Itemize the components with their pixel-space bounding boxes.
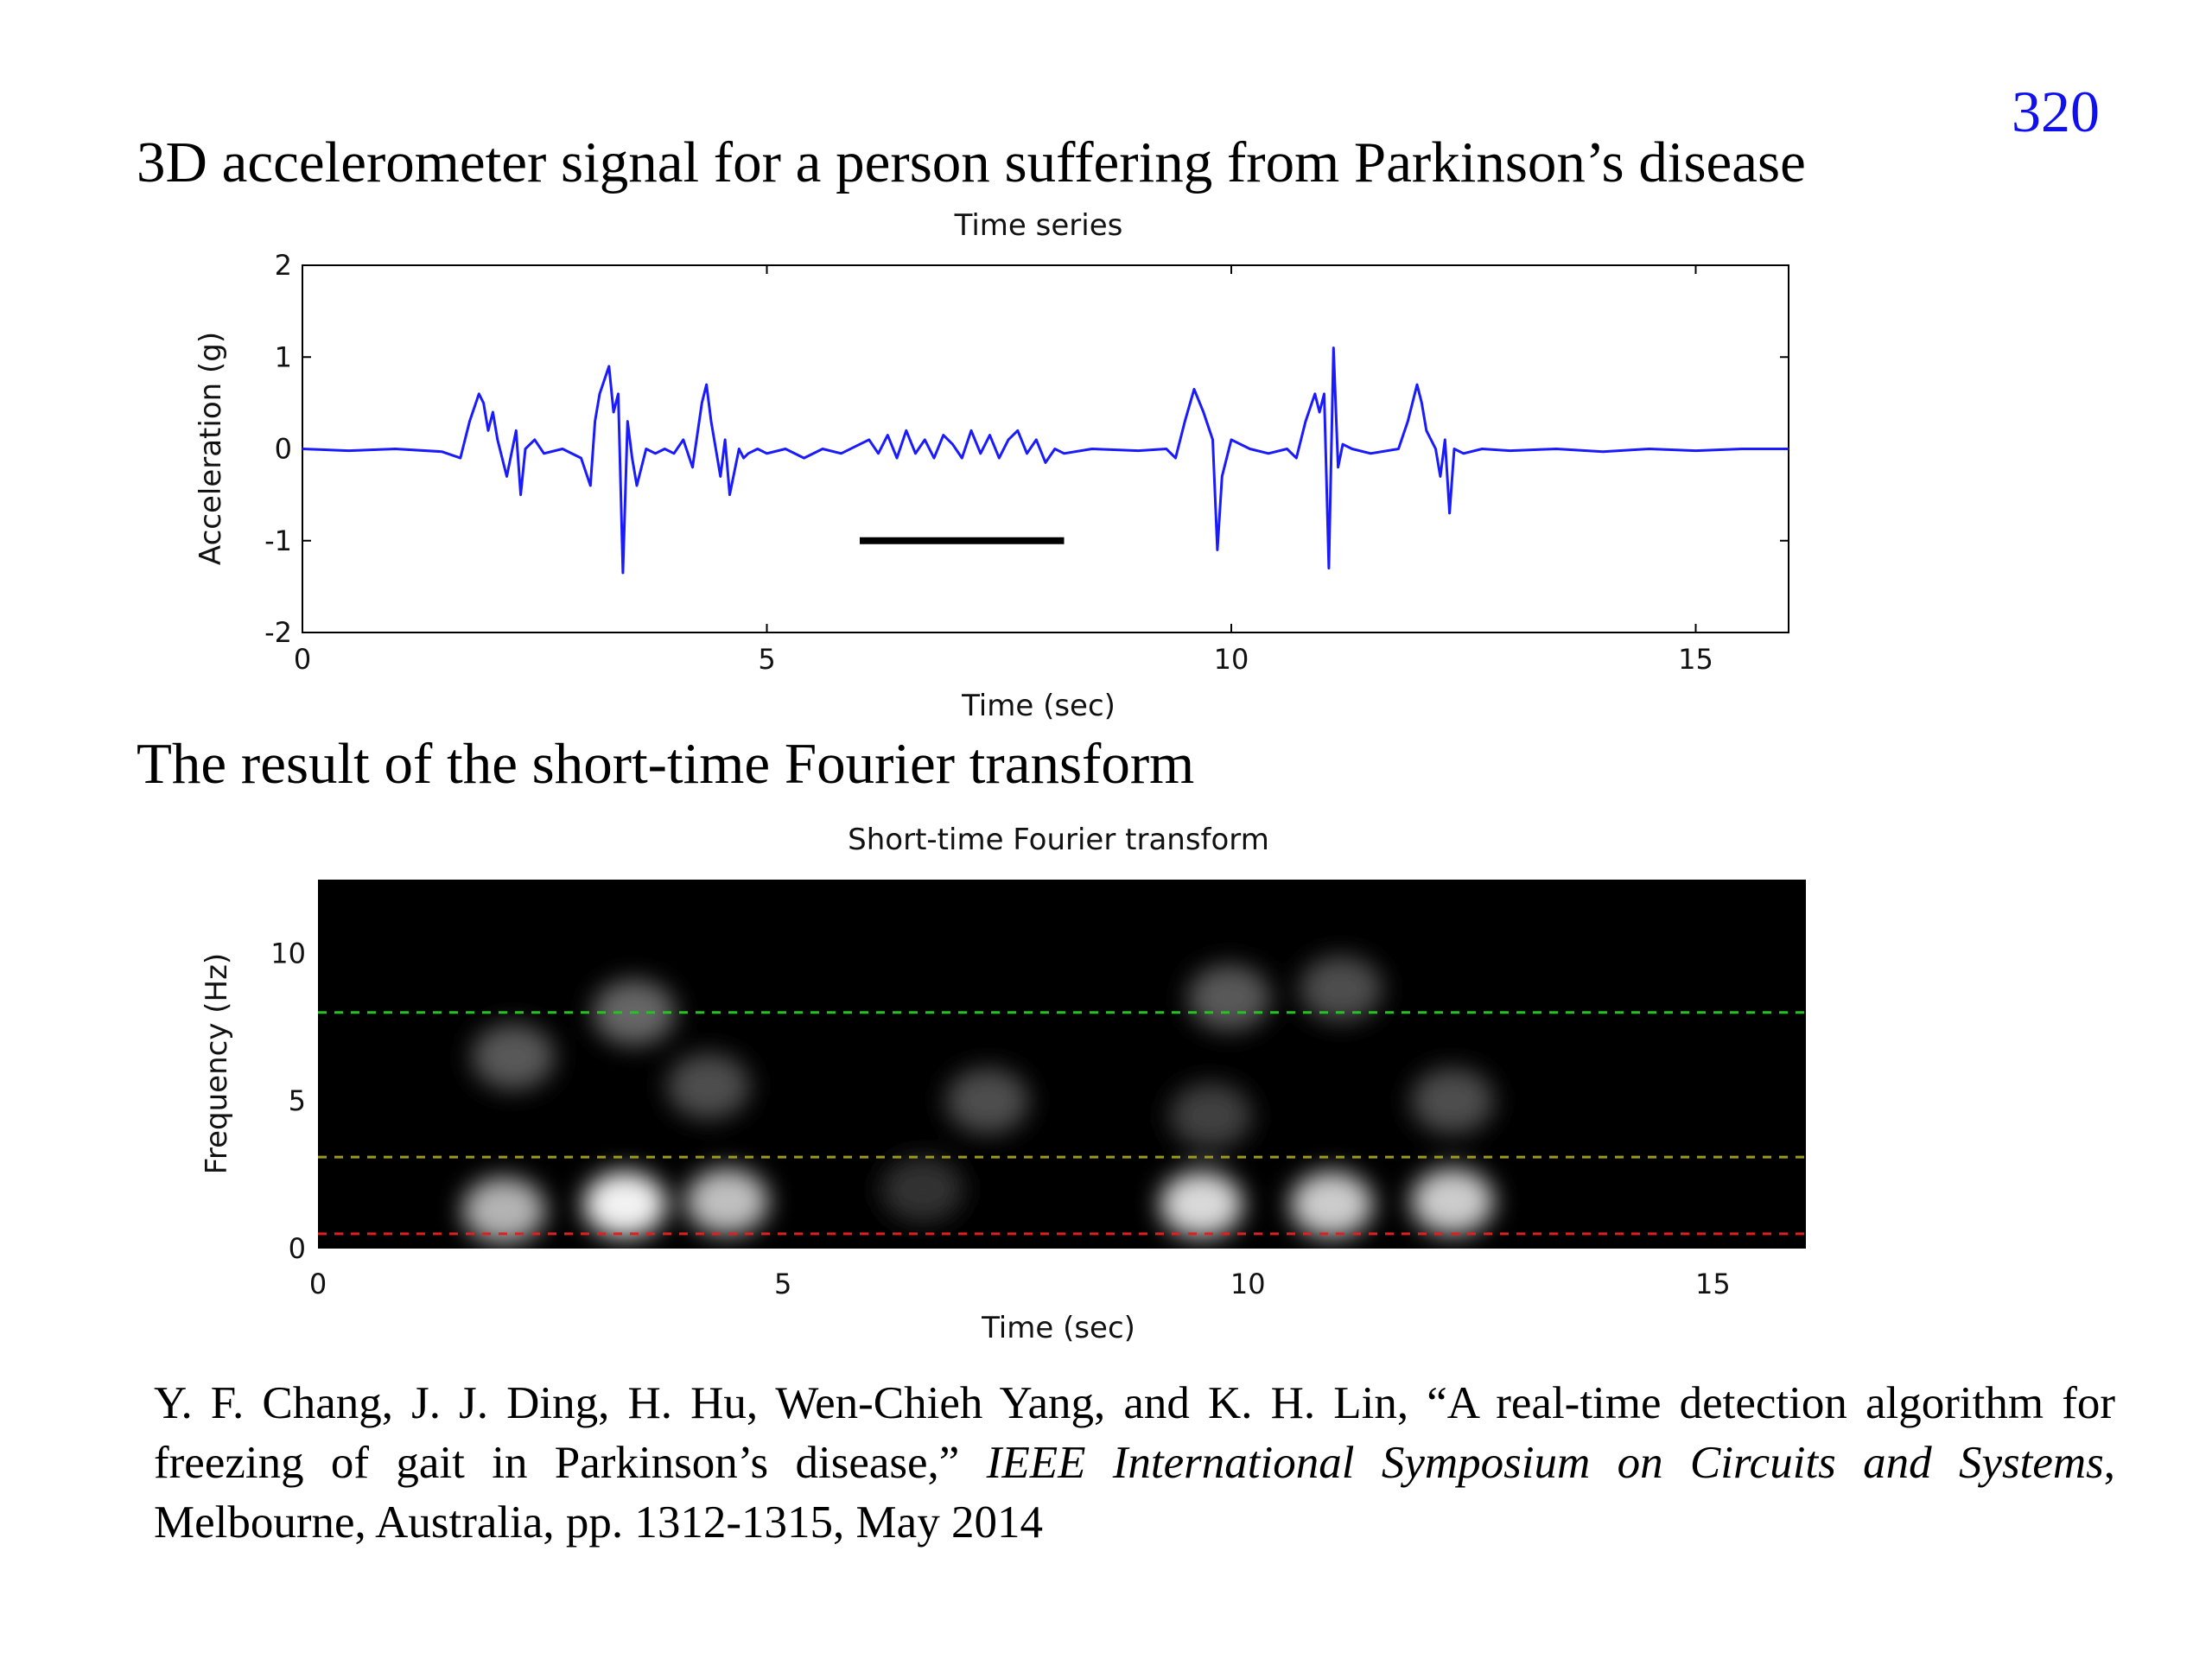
stft-energy-blob [1290, 1171, 1374, 1237]
time-series-xlabel: Time (sec) [961, 689, 1116, 723]
y-tick-label: 0 [275, 433, 292, 466]
stft-energy-blob [1411, 1068, 1495, 1135]
stft-energy-blob [583, 1171, 667, 1237]
reference-citation: Y. F. Chang, J. J. Ding, H. Hu, Wen-Chie… [154, 1374, 2115, 1553]
time-series-line [302, 346, 1789, 575]
stft-energy-blob [1411, 1168, 1495, 1235]
x-tick-label: 15 [1695, 1268, 1731, 1300]
stft-ylabel: Frequency (Hz) [200, 953, 234, 1174]
time-series-title: Time series [954, 208, 1123, 243]
page-number: 320 [2012, 79, 2100, 144]
y-tick-label: 0 [289, 1232, 306, 1265]
stft-intensity-layer [462, 956, 1495, 1243]
reference-details: , Melbourne, Australia, pp. 1312-1315, M… [154, 1438, 2115, 1548]
stft-title: Short-time Fourier transform [848, 823, 1269, 857]
time-series-ylabel: Acceleration (g) [194, 332, 228, 565]
y-tick-label: 2 [275, 249, 292, 282]
y-tick-label: -1 [264, 524, 292, 557]
x-tick-label: 10 [1230, 1268, 1266, 1300]
stft-energy-blob [462, 1177, 546, 1243]
stft-energy-blob [1187, 964, 1271, 1031]
stft-xlabel: Time (sec) [981, 1311, 1135, 1345]
reference-venue: IEEE International Symposium on Circuits… [986, 1438, 2104, 1488]
stft-energy-blob [685, 1168, 769, 1235]
stft-energy-blob [1299, 956, 1382, 1022]
stft-background [318, 880, 1806, 1249]
stft-energy-blob [880, 1156, 964, 1223]
y-tick-label: -2 [264, 616, 292, 649]
stft-energy-blob [472, 1023, 556, 1090]
stft-energy-blob [667, 1053, 751, 1120]
x-tick-label: 0 [309, 1268, 327, 1300]
stft-energy-blob [945, 1068, 1029, 1135]
stft-energy-blob [1160, 1171, 1243, 1237]
x-tick-label: 15 [1678, 643, 1713, 676]
x-tick-label: 5 [758, 643, 775, 676]
slide-heading-stft: The result of the short-time Fourier tra… [137, 732, 1195, 796]
stft-band-lines [318, 1011, 1806, 1236]
x-tick-label: 5 [774, 1268, 791, 1300]
y-tick-label: 10 [270, 937, 306, 969]
stft-chart: Short-time Fourier transform 0 5 10 15 10 50 … [200, 823, 1806, 1345]
stft-ticks: 0 5 10 15 10 5 0 [270, 937, 1730, 1300]
stft-energy-blob [1169, 1083, 1253, 1149]
y-tick-label: 5 [289, 1084, 306, 1117]
x-tick-label: 0 [294, 643, 311, 676]
y-tick-label: 1 [275, 340, 292, 373]
reference-authors-title: Y. F. Chang, J. J. Ding, H. Hu, Wen-Chie… [154, 1378, 2115, 1488]
x-tick-label: 10 [1214, 643, 1249, 676]
slide-heading-accelerometer: 3D accelerometer signal for a person suf… [137, 130, 1806, 194]
